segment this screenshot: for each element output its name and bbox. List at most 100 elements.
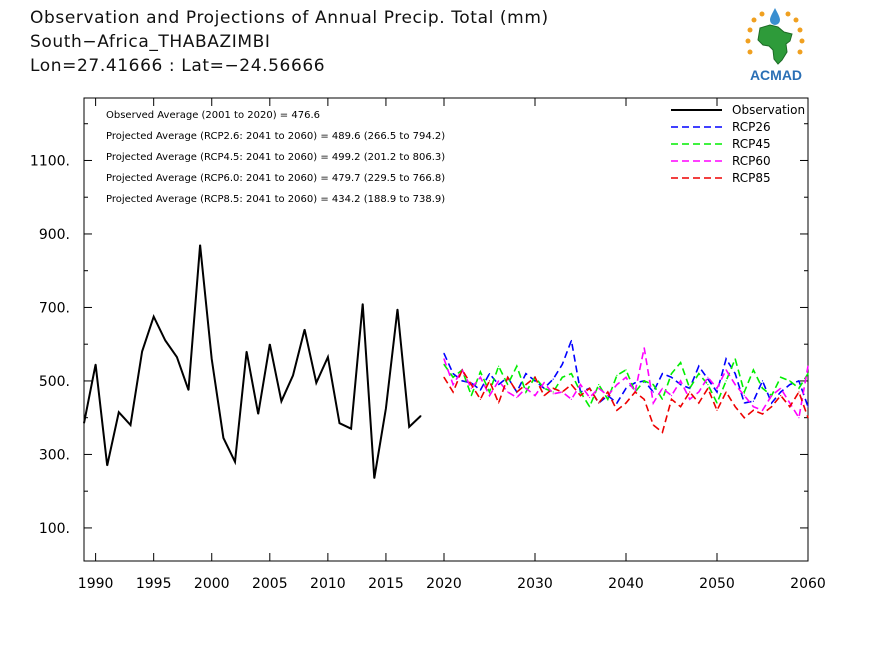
- data-point-rcp45: [807, 373, 809, 375]
- data-point-rcp26: [780, 391, 782, 393]
- data-point-rcp26: [488, 373, 491, 375]
- data-point-rcp85: [807, 417, 809, 419]
- data-point-rcp45: [498, 365, 500, 367]
- water-drop-icon: [770, 8, 780, 25]
- data-point-rcp85: [707, 387, 709, 389]
- data-point-rcp85: [652, 424, 654, 426]
- data-point-rcp45: [607, 398, 609, 400]
- data-point-observation: [420, 415, 422, 417]
- data-point-rcp26: [771, 402, 773, 404]
- data-point-rcp60: [498, 380, 500, 382]
- data-point-rcp85: [725, 391, 727, 393]
- data-point-rcp45: [452, 376, 454, 378]
- legend-label: Observation: [732, 103, 805, 117]
- axis-ticks: [84, 98, 809, 561]
- data-point-rcp85: [507, 376, 509, 378]
- statistics-line: Projected Average (RCP2.6: 2041 to 2060)…: [106, 131, 445, 142]
- data-point-observation: [327, 356, 329, 358]
- data-point-rcp45: [488, 391, 491, 393]
- data-point-rcp26: [670, 376, 673, 378]
- data-point-rcp26: [534, 380, 536, 382]
- data-point-observation: [269, 343, 271, 345]
- statistics-line: Observed Average (2001 to 2020) = 476.6: [106, 110, 320, 121]
- data-point-rcp45: [479, 371, 481, 373]
- data-point-rcp85: [579, 395, 582, 397]
- statistics-line: Projected Average (RCP6.0: 2041 to 2060)…: [106, 173, 445, 184]
- data-point-rcp45: [652, 384, 654, 386]
- data-point-rcp26: [698, 365, 700, 367]
- data-point-observation: [141, 350, 143, 353]
- data-point-rcp85: [443, 376, 445, 378]
- data-point-rcp26: [570, 339, 573, 342]
- data-point-rcp60: [452, 384, 454, 386]
- data-point-rcp26: [789, 384, 791, 386]
- data-point-rcp45: [570, 373, 573, 375]
- data-point-observation: [385, 407, 387, 410]
- data-point-observation: [338, 422, 341, 424]
- data-point-rcp85: [634, 391, 636, 393]
- data-point-rcp85: [543, 395, 545, 397]
- data-point-rcp26: [452, 373, 454, 375]
- data-point-rcp60: [716, 387, 718, 389]
- data-point-rcp60: [661, 387, 664, 389]
- data-point-rcp60: [607, 395, 609, 397]
- y-tick-label: 100.: [39, 521, 70, 537]
- data-point-rcp85: [607, 391, 609, 393]
- data-point-observation: [304, 328, 306, 331]
- legend-label: RCP85: [732, 171, 771, 185]
- statistics-annotations: Observed Average (2001 to 2020) = 476.6 P…: [106, 110, 445, 205]
- data-point-observation: [315, 382, 317, 384]
- data-point-rcp60: [780, 387, 782, 389]
- data-point-observation: [164, 339, 166, 342]
- data-point-rcp45: [589, 406, 591, 408]
- data-point-observation: [106, 464, 108, 467]
- data-point-rcp85: [789, 406, 791, 408]
- data-point-rcp85: [561, 391, 563, 393]
- data-point-rcp60: [479, 376, 481, 378]
- data-point-rcp60: [725, 369, 727, 371]
- y-tick-label: 1100.: [30, 153, 70, 169]
- data-point-rcp45: [443, 363, 445, 365]
- data-point-observation: [246, 350, 248, 353]
- data-point-rcp60: [525, 387, 527, 389]
- data-point-rcp26: [616, 402, 618, 404]
- data-point-rcp60: [616, 384, 618, 386]
- data-point-observation: [350, 428, 352, 430]
- data-point-rcp26: [716, 391, 718, 393]
- data-point-rcp45: [734, 358, 736, 360]
- data-point-observation: [373, 477, 375, 479]
- data-point-rcp60: [625, 376, 627, 378]
- data-point-rcp60: [734, 384, 736, 386]
- legend-label: RCP45: [732, 137, 771, 151]
- data-point-rcp85: [488, 380, 491, 382]
- data-point-rcp60: [689, 398, 691, 400]
- data-point-rcp60: [598, 387, 600, 389]
- x-axis-tick-labels: 1990 1995 2000 2005 2010 2015 2020 2030 2040 2050…: [78, 576, 826, 592]
- data-point-rcp45: [616, 374, 618, 376]
- data-point-rcp85: [698, 402, 700, 404]
- data-point-rcp26: [752, 400, 755, 402]
- data-point-rcp45: [643, 380, 645, 382]
- data-point-rcp60: [443, 358, 445, 360]
- data-point-rcp45: [707, 384, 709, 386]
- statistics-line: Projected Average (RCP4.5: 2041 to 2060)…: [106, 152, 445, 163]
- data-point-rcp45: [470, 395, 472, 397]
- x-tick-label: 2020: [426, 576, 462, 592]
- data-point-rcp26: [734, 373, 736, 375]
- data-point-rcp85: [516, 391, 518, 393]
- data-point-rcp60: [807, 365, 809, 367]
- legend-label: RCP26: [732, 120, 771, 134]
- data-point-rcp45: [525, 391, 527, 393]
- chart-subtitle-location: South−Africa_THABAZIMBI: [30, 32, 271, 52]
- x-tick-label: 2005: [252, 576, 288, 592]
- data-point-rcp85: [470, 384, 472, 386]
- data-point-observation: [211, 358, 213, 360]
- chart-title: Observation and Projections of Annual Pr…: [30, 8, 549, 28]
- data-point-rcp60: [761, 409, 764, 411]
- data-point-rcp45: [798, 387, 800, 389]
- data-point-rcp45: [552, 391, 554, 393]
- data-point-rcp85: [743, 417, 745, 419]
- data-point-rcp85: [716, 409, 718, 411]
- data-point-rcp85: [570, 384, 573, 386]
- data-point-rcp85: [461, 369, 463, 371]
